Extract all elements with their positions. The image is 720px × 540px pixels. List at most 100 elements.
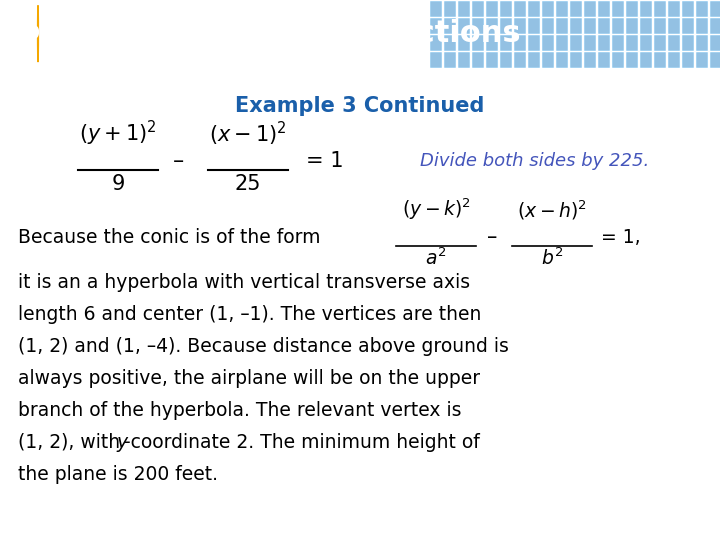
FancyBboxPatch shape xyxy=(556,35,567,50)
FancyBboxPatch shape xyxy=(514,18,525,33)
Text: -coordinate 2. The minimum height of: -coordinate 2. The minimum height of xyxy=(124,433,480,452)
Text: length 6 and center (1, –1). The vertices are then: length 6 and center (1, –1). The vertice… xyxy=(18,305,482,324)
FancyBboxPatch shape xyxy=(458,35,469,50)
FancyBboxPatch shape xyxy=(654,52,665,67)
Text: (1, 2), with: (1, 2), with xyxy=(18,433,126,452)
FancyBboxPatch shape xyxy=(472,35,483,50)
FancyBboxPatch shape xyxy=(430,2,441,16)
Text: = 1: = 1 xyxy=(306,151,343,171)
FancyBboxPatch shape xyxy=(528,52,539,67)
Text: $(x - h)^2$: $(x - h)^2$ xyxy=(517,199,587,222)
FancyBboxPatch shape xyxy=(528,2,539,16)
FancyBboxPatch shape xyxy=(500,52,511,67)
FancyBboxPatch shape xyxy=(500,2,511,16)
Text: $(y - k)^2$: $(y - k)^2$ xyxy=(402,197,470,222)
Text: always positive, the airplane will be on the upper: always positive, the airplane will be on… xyxy=(18,369,480,388)
FancyBboxPatch shape xyxy=(682,2,693,16)
FancyBboxPatch shape xyxy=(696,2,707,16)
FancyBboxPatch shape xyxy=(444,52,455,67)
FancyBboxPatch shape xyxy=(682,52,693,67)
FancyBboxPatch shape xyxy=(514,2,525,16)
FancyBboxPatch shape xyxy=(612,35,623,50)
FancyBboxPatch shape xyxy=(626,18,637,33)
FancyBboxPatch shape xyxy=(472,2,483,16)
FancyBboxPatch shape xyxy=(710,18,720,33)
Text: $a^2$: $a^2$ xyxy=(426,247,446,269)
FancyBboxPatch shape xyxy=(710,2,720,16)
Text: y: y xyxy=(116,433,127,452)
Text: 9: 9 xyxy=(112,173,125,193)
FancyBboxPatch shape xyxy=(682,18,693,33)
Text: the plane is 200 feet.: the plane is 200 feet. xyxy=(18,465,218,484)
FancyBboxPatch shape xyxy=(584,35,595,50)
FancyBboxPatch shape xyxy=(668,52,679,67)
Text: –: – xyxy=(487,227,498,247)
FancyBboxPatch shape xyxy=(626,52,637,67)
FancyBboxPatch shape xyxy=(444,2,455,16)
FancyBboxPatch shape xyxy=(570,35,581,50)
FancyBboxPatch shape xyxy=(710,35,720,50)
FancyBboxPatch shape xyxy=(542,18,553,33)
Text: Divide both sides by 225.: Divide both sides by 225. xyxy=(420,152,649,170)
Text: $(x - 1)^2$: $(x - 1)^2$ xyxy=(210,119,287,147)
FancyBboxPatch shape xyxy=(668,18,679,33)
FancyBboxPatch shape xyxy=(612,52,623,67)
Text: branch of the hyperbola. The relevant vertex is: branch of the hyperbola. The relevant ve… xyxy=(18,401,462,420)
Text: $(y + 1)^2$: $(y + 1)^2$ xyxy=(79,118,157,147)
FancyBboxPatch shape xyxy=(612,18,623,33)
FancyBboxPatch shape xyxy=(500,18,511,33)
FancyBboxPatch shape xyxy=(556,2,567,16)
FancyBboxPatch shape xyxy=(654,35,665,50)
FancyBboxPatch shape xyxy=(710,52,720,67)
FancyBboxPatch shape xyxy=(640,18,651,33)
FancyBboxPatch shape xyxy=(598,52,609,67)
FancyBboxPatch shape xyxy=(570,2,581,16)
FancyBboxPatch shape xyxy=(570,18,581,33)
Text: 10-6: 10-6 xyxy=(14,24,63,43)
FancyBboxPatch shape xyxy=(654,2,665,16)
FancyBboxPatch shape xyxy=(430,35,441,50)
FancyBboxPatch shape xyxy=(556,18,567,33)
FancyBboxPatch shape xyxy=(626,2,637,16)
FancyBboxPatch shape xyxy=(528,35,539,50)
FancyBboxPatch shape xyxy=(444,35,455,50)
FancyBboxPatch shape xyxy=(598,18,609,33)
FancyBboxPatch shape xyxy=(514,35,525,50)
FancyBboxPatch shape xyxy=(458,2,469,16)
Text: = 1,: = 1, xyxy=(601,228,641,247)
Text: it is an a hyperbola with vertical transverse axis: it is an a hyperbola with vertical trans… xyxy=(18,273,470,292)
FancyBboxPatch shape xyxy=(500,35,511,50)
FancyBboxPatch shape xyxy=(486,2,497,16)
FancyBboxPatch shape xyxy=(584,18,595,33)
FancyBboxPatch shape xyxy=(696,35,707,50)
FancyBboxPatch shape xyxy=(598,35,609,50)
FancyBboxPatch shape xyxy=(570,52,581,67)
FancyBboxPatch shape xyxy=(472,52,483,67)
FancyBboxPatch shape xyxy=(542,52,553,67)
Text: 25: 25 xyxy=(235,173,261,193)
FancyBboxPatch shape xyxy=(584,52,595,67)
FancyBboxPatch shape xyxy=(542,2,553,16)
FancyBboxPatch shape xyxy=(696,18,707,33)
FancyBboxPatch shape xyxy=(458,52,469,67)
FancyBboxPatch shape xyxy=(626,35,637,50)
FancyBboxPatch shape xyxy=(486,35,497,50)
FancyBboxPatch shape xyxy=(542,35,553,50)
FancyBboxPatch shape xyxy=(444,18,455,33)
FancyBboxPatch shape xyxy=(486,18,497,33)
FancyBboxPatch shape xyxy=(654,18,665,33)
FancyBboxPatch shape xyxy=(640,35,651,50)
FancyBboxPatch shape xyxy=(682,35,693,50)
FancyBboxPatch shape xyxy=(696,52,707,67)
FancyBboxPatch shape xyxy=(598,2,609,16)
Text: Example 3 Continued: Example 3 Continued xyxy=(235,96,485,116)
FancyBboxPatch shape xyxy=(528,18,539,33)
Circle shape xyxy=(37,5,38,62)
FancyBboxPatch shape xyxy=(612,2,623,16)
FancyBboxPatch shape xyxy=(584,2,595,16)
FancyBboxPatch shape xyxy=(640,2,651,16)
FancyBboxPatch shape xyxy=(472,18,483,33)
FancyBboxPatch shape xyxy=(486,52,497,67)
FancyBboxPatch shape xyxy=(668,2,679,16)
Text: (1, 2) and (1, –4). Because distance above ground is: (1, 2) and (1, –4). Because distance abo… xyxy=(18,337,509,356)
